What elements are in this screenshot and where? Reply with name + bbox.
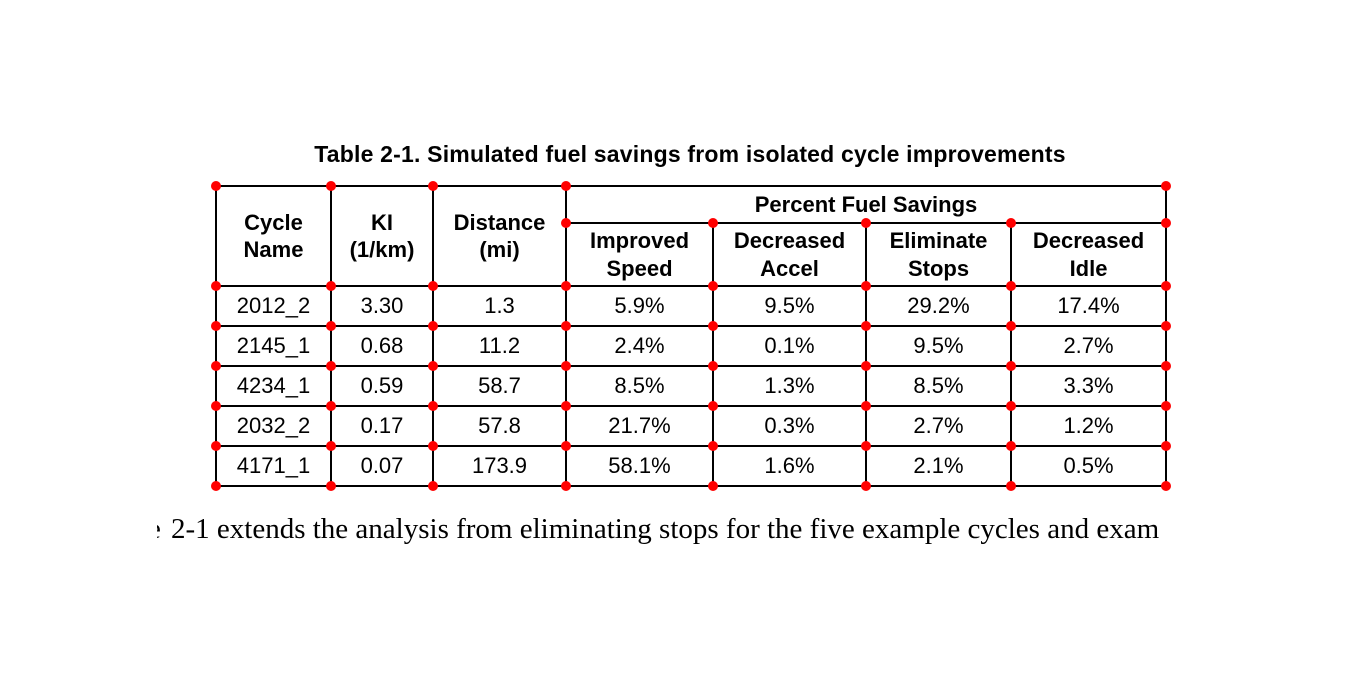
cell-eliminate-stops: 9.5% [865,325,1012,367]
table-caption: Table 2-1. Simulated fuel savings from i… [314,141,1066,167]
cell-distance: 57.8 [432,405,567,447]
cell-decreased-idle: 17.4% [1009,285,1168,327]
table-row: 2012_2 3.30 1.3 5.9% 9.5% 29.2% 17.4% [215,285,1168,327]
cell-decreased-accel: 9.5% [712,285,867,327]
table-row: 2145_1 0.68 11.2 2.4% 0.1% 9.5% 2.7% [215,325,1168,367]
cell-decreased-accel: 0.1% [712,325,867,367]
table-row: 2032_2 0.17 57.8 21.7% 0.3% 2.7% 1.2% [215,405,1168,447]
cell-distance: 58.7 [432,365,567,407]
col-header-decreased-accel: Decreased Accel [712,222,867,287]
table-row: 4171_1 0.07 173.9 58.1% 1.6% 2.1% 0.5% [215,445,1168,487]
cell-ki: 0.07 [330,445,434,487]
cell-distance: 173.9 [432,445,567,487]
col-header-cycle-name: Cycle Name [215,185,332,287]
cell-ki: 0.17 [330,405,434,447]
cell-decreased-idle: 1.2% [1009,405,1168,447]
header-row-sub: Improved Speed Decreased Accel Eliminate… [216,222,1168,287]
body-text: 2-1 extends the analysis from eliminatin… [171,513,1160,545]
cell-improved-speed: 8.5% [565,365,714,407]
cell-distance: 11.2 [432,325,567,367]
cell-decreased-idle: 2.7% [1009,325,1168,367]
group-header-percent-fuel-savings: Percent Fuel Savings [564,185,1168,224]
cell-ki: 3.30 [330,285,434,327]
cell-eliminate-stops: 29.2% [865,285,1012,327]
cell-ki: 0.59 [330,365,434,407]
table-wrapper: Cycle Name KI (1/km) Distance (mi) Perce… [211,181,1172,491]
cell-decreased-idle: 3.3% [1009,365,1168,407]
cell-decreased-accel: 1.3% [712,365,867,407]
cell-cycle-name: 4234_1 [215,365,332,407]
header-row-group: Cycle Name KI (1/km) Distance (mi) Perce… [215,185,1168,287]
cell-improved-speed: 58.1% [565,445,714,487]
cell-improved-speed: 2.4% [565,325,714,367]
data-table: Cycle Name KI (1/km) Distance (mi) Perce… [215,185,1168,487]
cell-cycle-name: 2032_2 [215,405,332,447]
cell-decreased-idle: 0.5% [1009,445,1168,487]
cell-eliminate-stops: 2.7% [865,405,1012,447]
cell-improved-speed: 21.7% [565,405,714,447]
cell-decreased-accel: 0.3% [712,405,867,447]
col-header-distance: Distance (mi) [432,185,567,287]
cell-cycle-name: 2145_1 [215,325,332,367]
col-header-ki: KI (1/km) [330,185,434,287]
cell-distance: 1.3 [432,285,567,327]
cell-decreased-accel: 1.6% [712,445,867,487]
cell-improved-speed: 5.9% [565,285,714,327]
cell-cycle-name: 2012_2 [215,285,332,327]
clipped-word-fragment: e [157,513,164,546]
table-row: 4234_1 0.59 58.7 8.5% 1.3% 8.5% 3.3% [215,365,1168,407]
cell-eliminate-stops: 2.1% [865,445,1012,487]
cell-cycle-name: 4171_1 [215,445,332,487]
cell-ki: 0.68 [330,325,434,367]
col-header-decreased-idle: Decreased Idle [1009,222,1168,287]
cell-eliminate-stops: 8.5% [865,365,1012,407]
body-paragraph: e2-1 extends the analysis from eliminati… [157,513,1159,546]
col-header-eliminate-stops: Eliminate Stops [865,222,1012,287]
col-header-improved-speed: Improved Speed [565,222,714,287]
